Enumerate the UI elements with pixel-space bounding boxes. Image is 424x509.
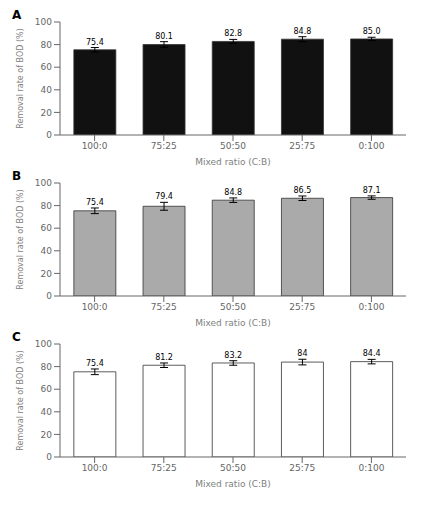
svg-text:0:100: 0:100 xyxy=(358,463,384,473)
svg-text:82.8: 82.8 xyxy=(224,29,242,38)
svg-text:84.4: 84.4 xyxy=(363,349,381,358)
svg-text:85.0: 85.0 xyxy=(363,27,381,36)
svg-text:Removal rate of BOD (%): Removal rate of BOD (%) xyxy=(16,189,25,289)
svg-text:60: 60 xyxy=(41,62,53,72)
svg-text:0: 0 xyxy=(46,452,52,462)
svg-text:Mixed ratio (C:B): Mixed ratio (C:B) xyxy=(195,157,271,167)
svg-text:0:100: 0:100 xyxy=(358,302,384,312)
svg-text:81.2: 81.2 xyxy=(155,353,173,362)
svg-text:84.8: 84.8 xyxy=(294,27,312,36)
svg-text:40: 40 xyxy=(41,85,53,95)
svg-text:80: 80 xyxy=(41,362,53,372)
svg-text:87.1: 87.1 xyxy=(363,186,381,195)
svg-text:20: 20 xyxy=(41,430,53,440)
html-text:A: A xyxy=(12,8,22,22)
svg-text:Removal rate of BOD (%): Removal rate of BOD (%) xyxy=(16,350,25,450)
svg-text:0: 0 xyxy=(46,291,52,301)
svg-text:75:25: 75:25 xyxy=(151,141,177,151)
svg-text:Removal rate of BOD (%): Removal rate of BOD (%) xyxy=(16,28,25,128)
svg-text:75:25: 75:25 xyxy=(151,302,177,312)
svg-text:100: 100 xyxy=(35,17,52,27)
svg-text:100:0: 100:0 xyxy=(82,141,108,151)
svg-text:83.2: 83.2 xyxy=(224,351,242,360)
svg-text:0:100: 0:100 xyxy=(358,141,384,151)
svg-text:80: 80 xyxy=(41,201,53,211)
svg-text:75.4: 75.4 xyxy=(86,38,104,47)
svg-text:50:50: 50:50 xyxy=(220,463,246,473)
svg-text:Mixed ratio (C:B): Mixed ratio (C:B) xyxy=(195,479,271,489)
svg-text:100: 100 xyxy=(35,178,52,188)
svg-text:100: 100 xyxy=(35,339,52,349)
svg-text:84: 84 xyxy=(297,349,307,358)
svg-text:86.5: 86.5 xyxy=(294,186,312,195)
svg-text:100:0: 100:0 xyxy=(82,463,108,473)
svg-text:40: 40 xyxy=(41,407,53,417)
svg-text:75:25: 75:25 xyxy=(151,463,177,473)
svg-text:84.8: 84.8 xyxy=(224,188,242,197)
svg-text:20: 20 xyxy=(41,108,53,118)
svg-text:79.4: 79.4 xyxy=(155,192,173,201)
svg-text:Mixed ratio (C:B): Mixed ratio (C:B) xyxy=(195,318,271,328)
svg-text:25:75: 25:75 xyxy=(289,302,315,312)
svg-text:25:75: 25:75 xyxy=(289,141,315,151)
svg-text:60: 60 xyxy=(41,223,53,233)
svg-text:80.1: 80.1 xyxy=(155,32,173,41)
svg-text:50:50: 50:50 xyxy=(220,141,246,151)
svg-text:25:75: 25:75 xyxy=(289,463,315,473)
svg-text:100:0: 100:0 xyxy=(82,302,108,312)
svg-text:40: 40 xyxy=(41,246,53,256)
svg-text:60: 60 xyxy=(41,384,53,394)
html-text:B: B xyxy=(12,169,22,183)
svg-text:75.4: 75.4 xyxy=(86,198,104,207)
svg-text:0: 0 xyxy=(46,130,52,140)
svg-text:50:50: 50:50 xyxy=(220,302,246,312)
svg-text:75.4: 75.4 xyxy=(86,359,104,368)
svg-text:20: 20 xyxy=(41,269,53,279)
html-text:C: C xyxy=(12,330,21,344)
svg-text:80: 80 xyxy=(41,40,53,50)
